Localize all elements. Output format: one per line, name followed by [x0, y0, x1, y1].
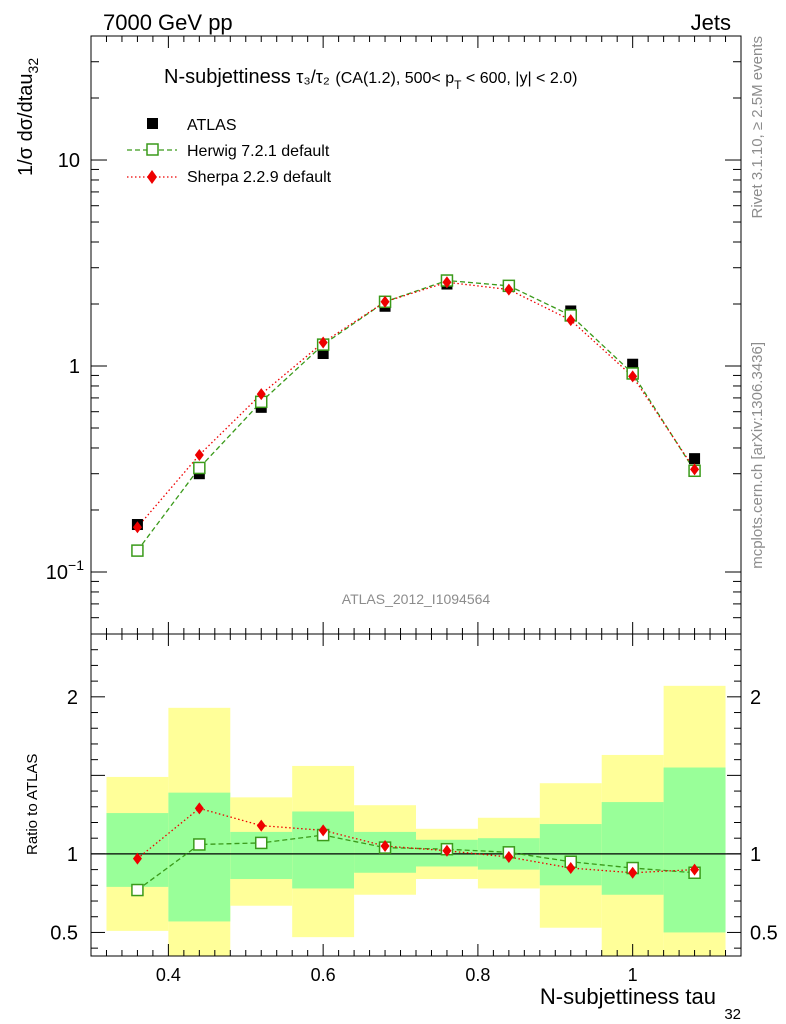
x-axis-label-subscript: 32: [724, 1006, 741, 1023]
x-tick-label: 0.4: [156, 965, 181, 985]
x-tick-label: 1: [628, 965, 638, 985]
header-right-label: Jets: [691, 10, 731, 35]
main-y-tick-label: 10: [58, 150, 80, 172]
ratio-sherpa-point: [690, 863, 700, 876]
ratio-y-tick-label: 0.5: [50, 922, 78, 944]
x-tick-label: 0.8: [465, 965, 490, 985]
main-panel: 10−1 1 10: [46, 35, 742, 635]
ratio-y-tick-label: 1: [67, 844, 78, 866]
ratio-y-tick-label: 2: [67, 687, 78, 709]
ratio-band-inner-3: [292, 811, 355, 889]
ratio-sherpa-point: [318, 824, 328, 837]
ratio-sherpa-point: [194, 802, 204, 815]
sherpa-point: [194, 448, 204, 461]
atlas-point: [627, 358, 639, 370]
ratio-sherpa-point: [628, 866, 638, 879]
ratio-herwig-point: [131, 883, 144, 897]
herwig-line: [136, 279, 696, 551]
ratio-sherpa-line: [137, 807, 695, 874]
herwig-point: [131, 544, 144, 557]
sherpa-point: [132, 521, 142, 534]
chart-title: N-subjettiness τ₃/τ₂ (CA(1.2), 500< pT <…: [164, 66, 577, 92]
ratio-sherpa-point: [504, 851, 514, 864]
atlas-point: [689, 453, 701, 465]
legend-label-sherpa: Sherpa 2.2.9 default: [187, 169, 332, 186]
main-y-axis-label: 1/σ dσ/dtau32: [15, 58, 41, 176]
sherpa-point: [504, 283, 514, 296]
sherpa-point: [566, 314, 576, 327]
atlas-point: [317, 348, 329, 360]
ratio-band-inner-9: [663, 767, 726, 933]
analysis-watermark: ATLAS_2012_I1094564: [342, 591, 491, 607]
ratio-sherpa-point: [256, 819, 266, 832]
legend: ATLAS Herwig 7.2.1 default Sherpa 2.2.9 …: [127, 117, 332, 186]
mcplots-label: mcplots.cern.ch [arXiv:1306.3436]: [749, 342, 766, 569]
ratio-band-inner-7: [539, 824, 602, 886]
legend-marker-atlas: [147, 118, 158, 129]
ratio-herwig-point: [254, 836, 268, 850]
rivet-label: Rivet 3.1.10, ≥ 2.5M events: [749, 36, 766, 219]
ratio-y-tick-label-right: 0.5: [750, 922, 778, 944]
legend-marker-sherpa: [147, 170, 157, 184]
ratio-y-axis-label: Ratio to ATLAS: [24, 754, 41, 855]
legend-label-herwig: Herwig 7.2.1 default: [187, 143, 330, 160]
ratio-sherpa-point: [380, 840, 390, 853]
ratio-sherpa-point: [442, 844, 452, 857]
header-left-label: 7000 GeV pp: [103, 10, 233, 35]
ratio-panel: 0.4 0.6 0.8 1 0.5 0.5 1 1 2 2: [50, 633, 778, 985]
main-y-tick-label: 10−1: [46, 557, 84, 584]
ratio-y-tick-label-right: 1: [750, 844, 761, 866]
ratio-band-inner-8: [601, 802, 664, 895]
ratio-band-inner-0: [106, 813, 169, 887]
sherpa-line: [136, 281, 696, 528]
ratio-y-tick-label-right: 2: [750, 687, 761, 709]
sherpa-point: [690, 463, 700, 476]
ratio-sherpa-point: [566, 862, 576, 875]
legend-label-atlas: ATLAS: [187, 117, 237, 134]
main-y-tick-label: 1: [69, 356, 80, 378]
sherpa-point: [628, 370, 638, 383]
ratio-herwig-line: [137, 834, 695, 891]
ratio-herwig-point: [193, 838, 206, 851]
ratio-sherpa-point: [132, 852, 142, 865]
x-axis-label: N-subjettiness tau: [540, 984, 716, 1009]
legend-marker-herwig: [146, 143, 159, 156]
sherpa-point: [318, 336, 328, 349]
x-tick-label: 0.6: [311, 965, 336, 985]
sherpa-point: [380, 295, 390, 308]
sherpa-point: [256, 388, 266, 401]
sherpa-point: [442, 276, 452, 289]
herwig-point: [193, 461, 206, 475]
